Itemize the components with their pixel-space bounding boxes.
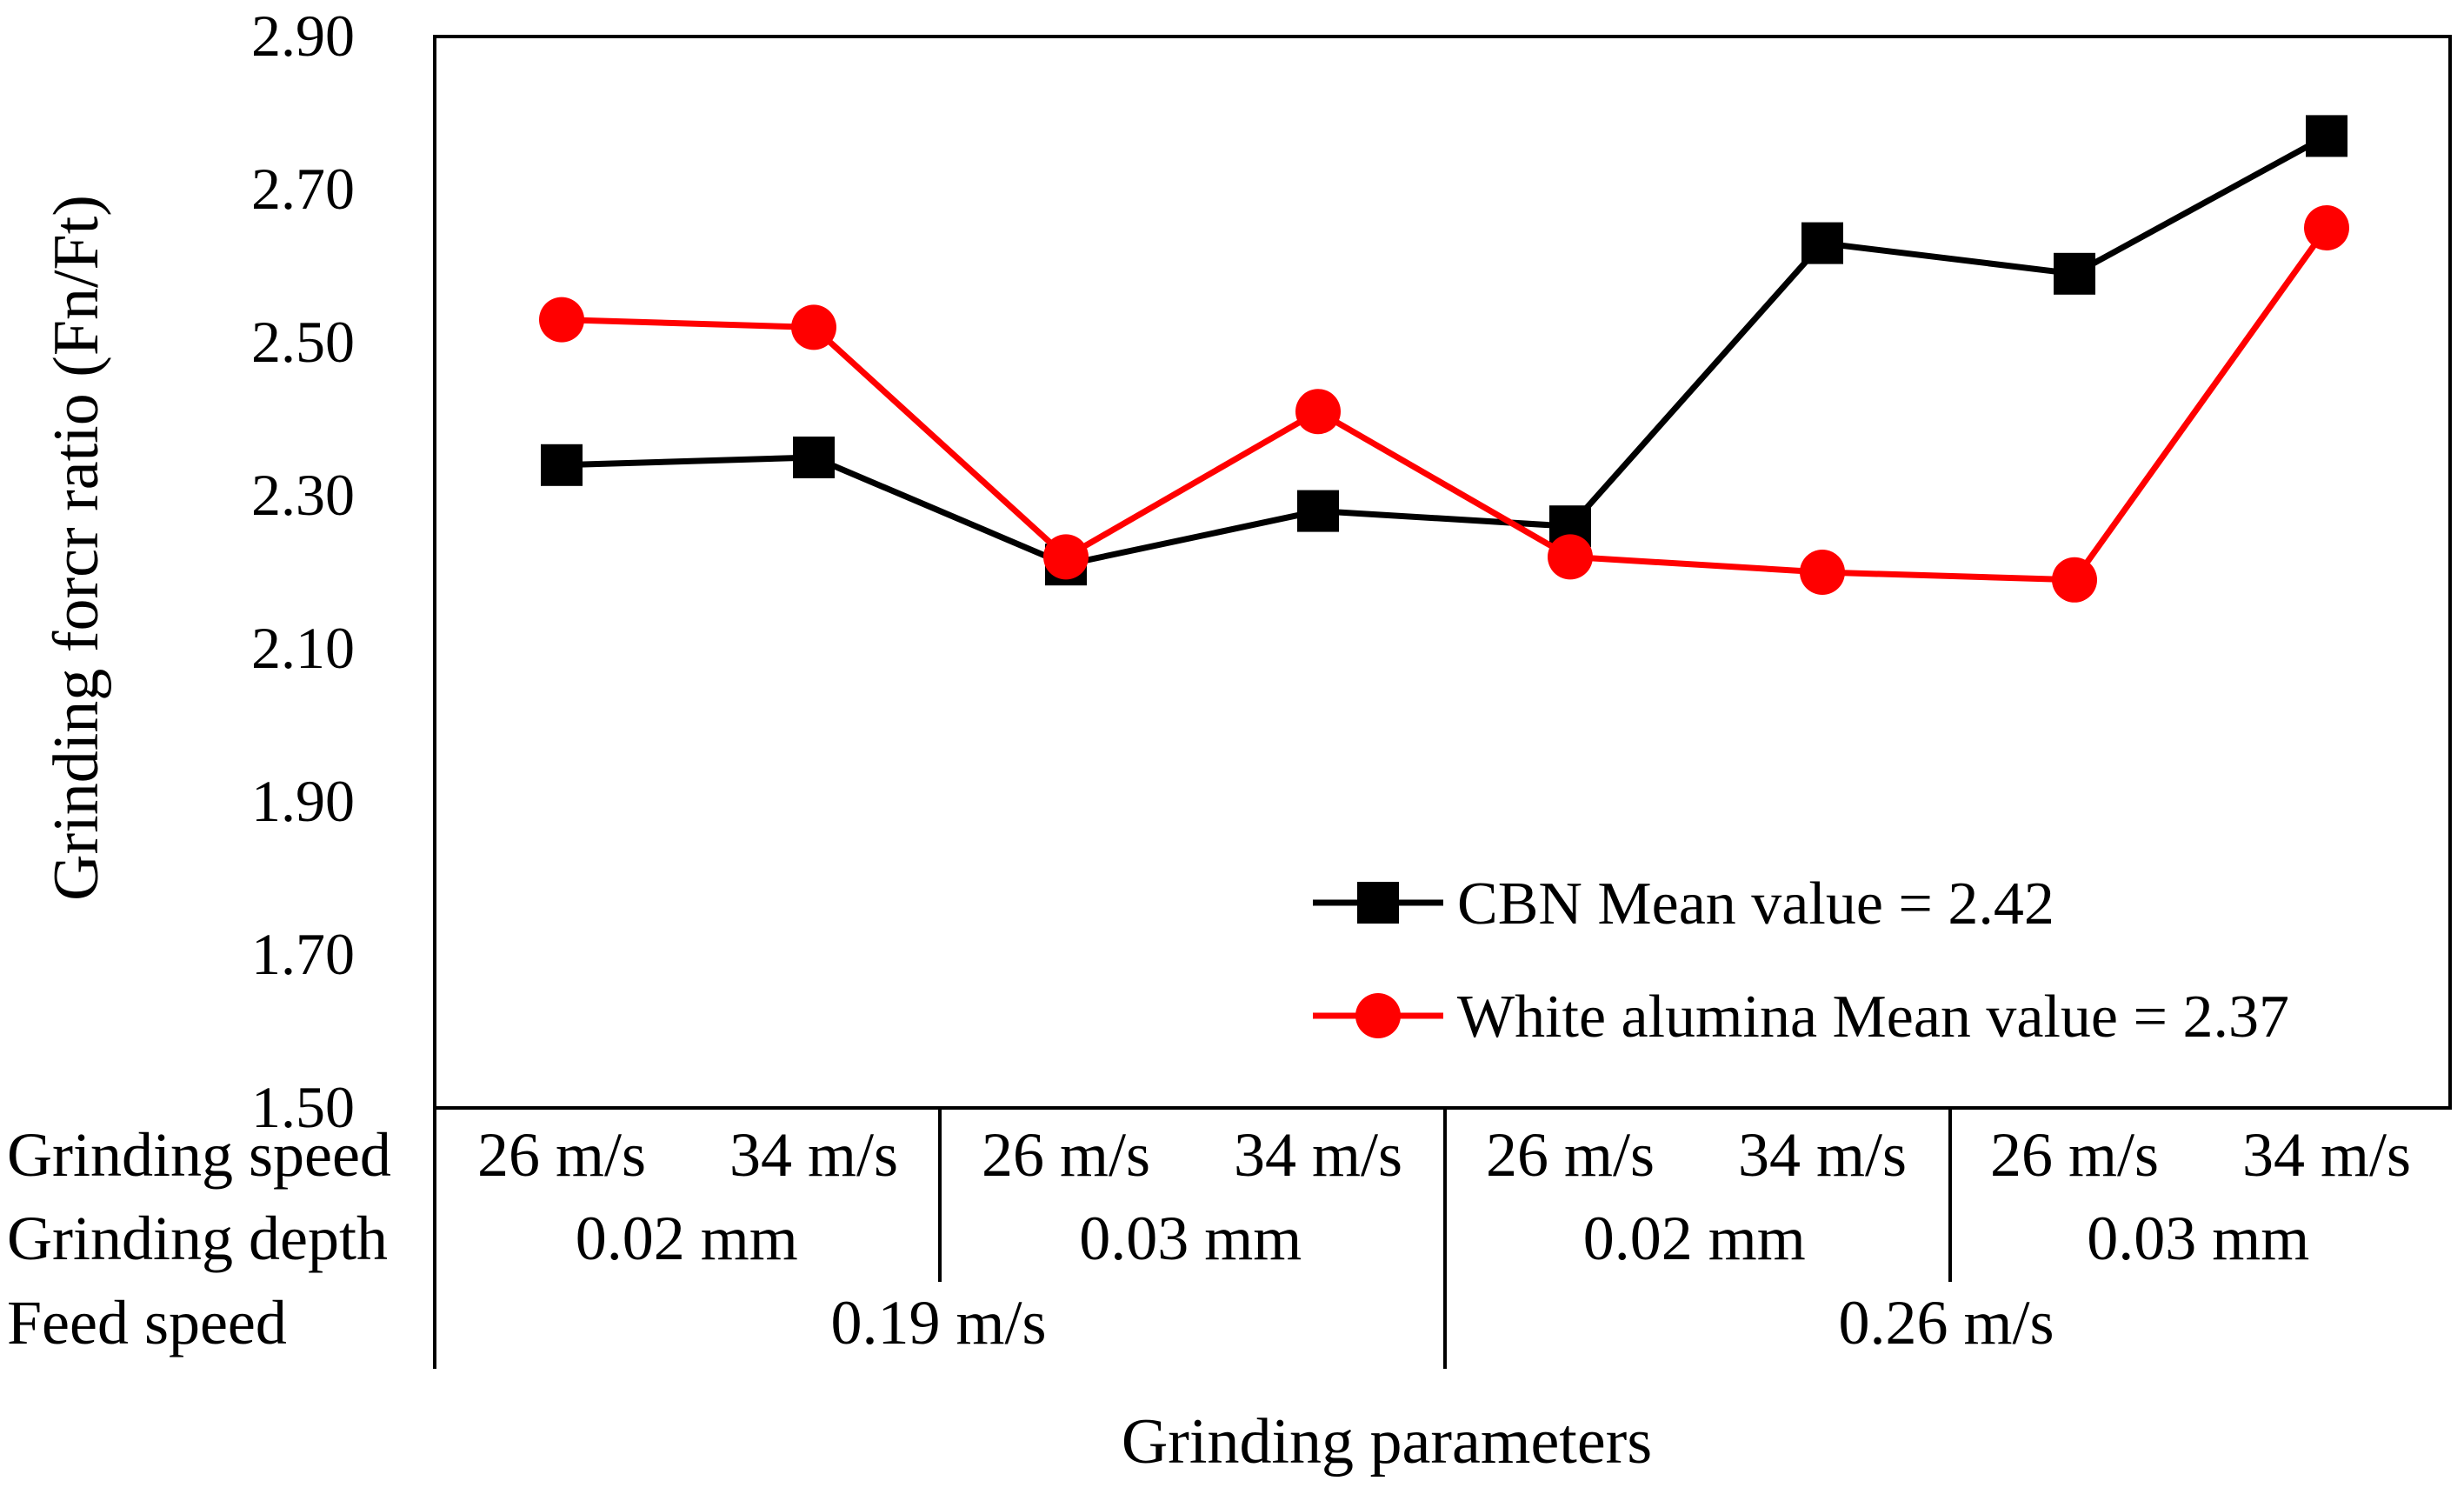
data-point: [1297, 490, 1339, 532]
y-tick-label: 2.50: [251, 309, 355, 375]
legend-item: CBN Mean value = 2.42: [1313, 871, 2054, 937]
table-cell: 34 m/s: [729, 1120, 898, 1190]
legend-label: White alumina Mean value = 2.37: [1457, 984, 2289, 1051]
y-tick-label: 1.70: [251, 921, 355, 987]
table-cell: 0.03 mm: [1079, 1204, 1302, 1273]
plot-area-frame: [433, 35, 2452, 1110]
table-row-label: Grinding depth: [7, 1204, 388, 1273]
data-point: [539, 297, 584, 343]
table-cell: 0.02 mm: [576, 1204, 798, 1273]
data-point: [1801, 222, 1843, 264]
table-cell: 34 m/s: [1234, 1120, 1402, 1190]
y-axis-title: Grinding forcr ratio (Fn/Ft): [41, 195, 112, 901]
data-point: [1800, 550, 1845, 595]
table-cell: 0.02 mm: [1583, 1204, 1806, 1273]
series-layer: [539, 115, 2349, 603]
y-tick-label: 2.30: [251, 462, 355, 528]
parameter-table: Grinding speed 26 m/s 34 m/s 26 m/s 34 m/s 26…: [7, 1108, 2411, 1369]
legend-item: White alumina Mean value = 2.37: [1313, 984, 2289, 1051]
data-point: [2054, 252, 2095, 295]
data-point: [1043, 534, 1089, 580]
table-cell: 26 m/s: [982, 1120, 1150, 1190]
legend-marker: [1355, 993, 1401, 1038]
y-tick-label: 2.10: [251, 615, 355, 681]
table-cell: 26 m/s: [1990, 1120, 2159, 1190]
table-cell: 34 m/s: [1738, 1120, 1907, 1190]
y-tick-label: 2.90: [251, 3, 355, 69]
data-point: [1295, 389, 1341, 435]
legend-marker: [1357, 882, 1399, 924]
y-axis: 1.50 1.70 1.90 2.10 2.30 2.50 2.70 2.90: [251, 3, 355, 1140]
table-cell: 26 m/s: [1486, 1120, 1655, 1190]
table-row-label: Grinding speed: [7, 1120, 391, 1190]
data-point: [541, 444, 583, 486]
data-point: [2304, 205, 2349, 250]
y-tick-label: 1.90: [251, 768, 355, 834]
series-line: [561, 133, 2328, 568]
y-tick-label: 2.70: [251, 156, 355, 222]
table-cell: 0.26 m/s: [1838, 1288, 2054, 1358]
data-point: [2306, 115, 2347, 157]
series-line: [561, 225, 2329, 584]
data-point: [1548, 534, 1593, 580]
data-point: [2052, 557, 2097, 603]
legend: CBN Mean value = 2.42 White alumina Mean …: [1313, 871, 2289, 1051]
table-cell: 26 m/s: [477, 1120, 646, 1190]
y-tick-label: 1.50: [251, 1074, 355, 1140]
legend-label: CBN Mean value = 2.42: [1457, 871, 2054, 937]
table-cell: 0.19 m/s: [830, 1288, 1046, 1358]
x-axis-title: Grinding parameters: [1122, 1406, 1652, 1478]
table-row-label: Feed speed: [7, 1288, 287, 1358]
table-cell: 34 m/s: [2242, 1120, 2411, 1190]
series-cbn: [541, 115, 2347, 586]
table-cell: 0.03 mm: [2087, 1204, 2309, 1273]
data-point: [791, 304, 836, 350]
series-white-alumina: [539, 205, 2349, 603]
data-point: [793, 437, 835, 478]
